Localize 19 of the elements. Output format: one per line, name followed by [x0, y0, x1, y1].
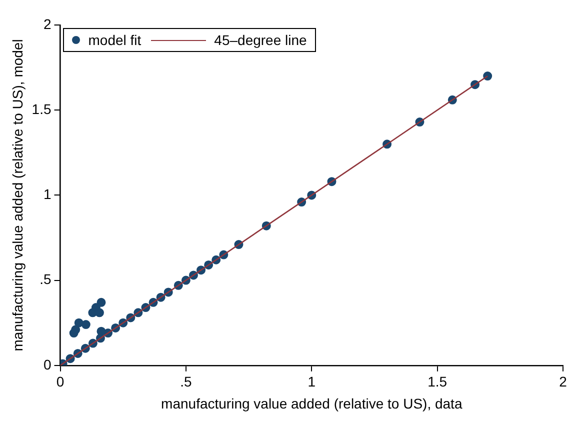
legend-label: model fit	[88, 32, 142, 48]
point	[96, 326, 106, 336]
x-tick-label: 1.5	[428, 374, 448, 390]
point	[96, 298, 106, 307]
x-tick-label: 2	[559, 374, 568, 390]
point	[74, 318, 84, 328]
y-tick-label: 2	[43, 16, 52, 32]
y-tick-label: .5	[40, 271, 52, 288]
legend-label: 45–degree line	[214, 32, 307, 48]
x-tick-label: .5	[180, 374, 192, 390]
y-axis-title: manufacturing value added (relative to US), model	[9, 39, 26, 352]
point	[71, 325, 80, 334]
y-tick-label: 1	[43, 186, 52, 202]
x-tick-label: 1	[308, 374, 316, 390]
y-tick-label: 1.5	[32, 100, 52, 117]
y-tick-label: 0	[43, 356, 52, 372]
point	[81, 320, 90, 330]
x-tick-label: 0	[56, 374, 64, 390]
x-axis-title: manufacturing value added (relative to US), data	[161, 395, 462, 412]
